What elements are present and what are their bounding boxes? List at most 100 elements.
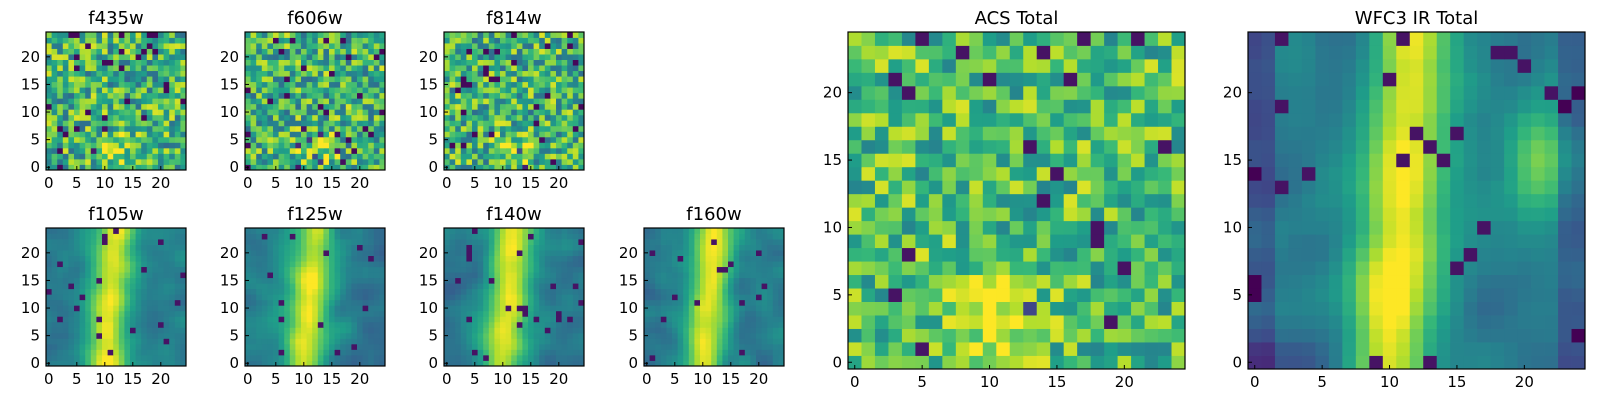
heatmap-cell: [379, 153, 386, 160]
heatmap-cell: [306, 87, 313, 94]
heatmap-cell: [107, 255, 114, 262]
heatmap-cell: [345, 332, 352, 339]
heatmap-cell: [79, 228, 86, 234]
heatmap-cell: [284, 103, 291, 110]
heatmap-cell: [130, 54, 136, 60]
heatmap-cell: [107, 299, 114, 306]
heatmap-cell: [90, 250, 97, 256]
heatmap-cell: [739, 288, 746, 295]
heatmap-cell: [655, 272, 662, 279]
heatmap-cell: [284, 233, 291, 240]
heatmap-cell: [256, 272, 263, 279]
heatmap-cell: [567, 316, 574, 323]
heatmap-cell: [1050, 247, 1065, 262]
heatmap-cell: [1023, 328, 1038, 343]
heatmap-cell: [578, 32, 585, 38]
heatmap-cell: [460, 338, 467, 345]
heatmap-cell: [306, 349, 313, 356]
heatmap-cell: [494, 327, 501, 334]
heatmap-cell: [477, 349, 484, 356]
heatmap-cell: [152, 332, 159, 339]
heatmap-cell: [688, 261, 695, 268]
heatmap-cell: [477, 332, 484, 339]
heatmap-cell: [113, 103, 120, 110]
heatmap-cell: [357, 158, 363, 165]
heatmap-cell: [888, 207, 903, 222]
heatmap-cell: [135, 255, 142, 262]
heatmap-cell: [522, 360, 529, 367]
heatmap-cell: [539, 37, 546, 44]
heatmap-cell: [74, 349, 80, 356]
heatmap-cell: [556, 327, 562, 334]
heatmap-cell: [449, 109, 456, 116]
heatmap-cell: [85, 244, 92, 251]
heatmap-cell: [113, 32, 120, 38]
heatmap-cell: [289, 250, 296, 256]
heatmap-cell: [357, 239, 363, 245]
heatmap-cell: [289, 131, 296, 138]
heatmap-cell: [488, 288, 495, 295]
heatmap-cell: [174, 228, 181, 234]
heatmap-cell: [289, 266, 296, 273]
heatmap-cell: [158, 32, 164, 38]
heatmap-cell: [74, 98, 80, 105]
heatmap-cell: [96, 266, 103, 273]
heatmap-cell: [494, 153, 501, 160]
heatmap-cell: [301, 349, 307, 356]
heatmap-cell: [102, 327, 108, 334]
heatmap-cell: [533, 360, 540, 367]
heatmap-cell: [716, 338, 723, 345]
heatmap-cell: [744, 266, 751, 273]
heatmap-cell: [130, 70, 136, 77]
heatmap-cell: [284, 81, 291, 88]
heatmap-cell: [528, 266, 534, 273]
heatmap-cell: [500, 261, 506, 268]
x-tick-label: 0: [44, 370, 54, 388]
heatmap-cell: [494, 239, 501, 245]
heatmap-cell: [152, 277, 159, 284]
heatmap-cell: [1131, 220, 1145, 235]
heatmap-cell: [284, 59, 291, 66]
heatmap-cell: [273, 338, 279, 345]
heatmap-cell: [761, 228, 768, 234]
heatmap-cell: [528, 153, 534, 160]
heatmap-cell: [550, 310, 557, 317]
heatmap-cell: [174, 158, 181, 165]
heatmap-cell: [522, 266, 529, 273]
heatmap-cell: [544, 131, 551, 138]
heatmap-cell: [1023, 288, 1038, 302]
heatmap-cell: [85, 43, 92, 49]
heatmap-cell: [700, 288, 706, 295]
heatmap-cell: [466, 76, 473, 83]
heatmap-cell: [267, 305, 274, 312]
heatmap-cell: [261, 310, 268, 317]
heatmap-cell: [273, 239, 279, 245]
heatmap-cell: [96, 120, 103, 127]
heatmap-cell: [301, 136, 307, 143]
heatmap-cell: [655, 327, 662, 334]
heatmap-cell: [460, 109, 467, 116]
heatmap-cell: [694, 233, 701, 240]
heatmap-cell: [528, 354, 534, 361]
heatmap-cell: [683, 233, 690, 240]
heatmap-cell: [688, 299, 695, 306]
heatmap-cell: [301, 255, 307, 262]
heatmap-cell: [567, 136, 574, 143]
heatmap-cell: [118, 147, 125, 154]
heatmap-cell: [716, 277, 723, 284]
heatmap-cell: [306, 255, 313, 262]
heatmap-cell: [728, 294, 734, 301]
heatmap-cell: [158, 76, 164, 83]
heatmap-cell: [700, 250, 706, 256]
heatmap-cell: [357, 244, 363, 251]
x-tick-label: 10: [693, 370, 712, 388]
heatmap-cell: [705, 327, 712, 334]
heatmap-cell: [329, 310, 335, 317]
heatmap-cell: [472, 343, 478, 350]
heatmap-cell: [107, 321, 114, 328]
heatmap-cell: [152, 288, 159, 295]
heatmap-cell: [334, 338, 341, 345]
heatmap-cell: [130, 283, 136, 290]
heatmap-cell: [245, 316, 251, 323]
